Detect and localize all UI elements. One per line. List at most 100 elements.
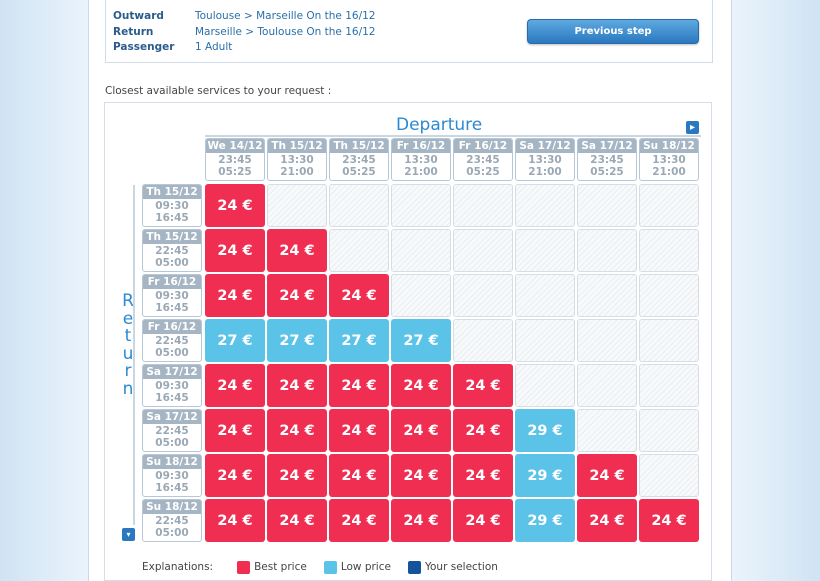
low-price-cell[interactable]: 27 € [205,319,265,362]
unavailable-cell [329,229,389,272]
best-price-cell[interactable]: 24 € [453,499,513,542]
legend-best: Best price [237,560,307,574]
unavailable-cell [391,274,451,317]
legend-low: Low price [323,560,391,574]
unavailable-cell [515,364,575,407]
best-price-cell[interactable]: 24 € [453,409,513,452]
legend: Explanations: Best price Low price Your … [142,560,515,574]
departure-column-header[interactable]: Th 15/12 13:30 21:00 [267,138,327,181]
best-price-cell[interactable]: 24 € [639,499,699,542]
low-price-cell[interactable]: 27 € [267,319,327,362]
legend-selection-label: Your selection [424,561,498,573]
row-date: Sa 17/12 [143,410,201,424]
return-row-header[interactable]: Sa 17/12 22:45 05:00 [142,409,202,452]
best-price-cell[interactable]: 24 € [391,499,451,542]
row-arrive-time: 16:45 [155,302,189,314]
unavailable-cell [391,229,451,272]
low-price-cell[interactable]: 27 € [329,319,389,362]
low-price-cell[interactable]: 29 € [515,409,575,452]
your-selection-swatch [407,560,421,574]
best-price-cell[interactable]: 24 € [577,454,637,497]
column-date: Sa 17/12 [578,139,636,153]
return-row-header[interactable]: Fr 16/12 09:30 16:45 [142,274,202,317]
best-price-cell[interactable]: 24 € [329,499,389,542]
best-price-cell[interactable]: 24 € [205,454,265,497]
return-title-letter: u [122,343,134,364]
return-down-arrow-icon[interactable]: ▾ [122,528,135,541]
column-depart-time: 23:45 [218,154,252,166]
unavailable-cell [577,364,637,407]
unavailable-cell [453,229,513,272]
unavailable-cell [639,409,699,452]
unavailable-cell [515,319,575,362]
best-price-cell[interactable]: 24 € [267,454,327,497]
column-arrive-time: 05:25 [218,166,252,178]
best-price-cell[interactable]: 24 € [391,409,451,452]
best-price-cell[interactable]: 24 € [391,364,451,407]
unavailable-cell [515,229,575,272]
best-price-cell[interactable]: 24 € [329,454,389,497]
column-arrive-time: 05:25 [466,166,500,178]
row-date: Fr 16/12 [143,320,201,334]
best-price-cell[interactable]: 24 € [205,364,265,407]
departure-axis-line [205,135,701,137]
column-arrive-time: 21:00 [280,166,314,178]
return-row-header[interactable]: Th 15/12 22:45 05:00 [142,229,202,272]
best-price-cell[interactable]: 24 € [577,499,637,542]
unavailable-cell [329,184,389,227]
departure-column-header[interactable]: Fr 16/12 13:30 21:00 [391,138,451,181]
return-row-header[interactable]: Fr 16/12 22:45 05:00 [142,319,202,362]
return-row-header[interactable]: Su 18/12 22:45 05:00 [142,499,202,542]
row-arrive-time: 05:00 [155,347,189,359]
legend-low-label: Low price [340,561,391,573]
return-title-letter: n [122,378,134,399]
column-depart-time: 23:45 [590,154,624,166]
unavailable-cell [639,454,699,497]
best-price-cell[interactable]: 24 € [453,454,513,497]
unavailable-cell [639,229,699,272]
unavailable-cell [453,184,513,227]
unavailable-cell [639,364,699,407]
return-title-letter: R [122,291,134,311]
return-row-header[interactable]: Su 18/12 09:30 16:45 [142,454,202,497]
low-price-cell[interactable]: 27 € [391,319,451,362]
best-price-cell[interactable]: 24 € [205,274,265,317]
best-price-cell[interactable]: 24 € [453,364,513,407]
previous-step-button[interactable]: Previous step [527,19,699,44]
unavailable-cell [577,184,637,227]
best-price-cell[interactable]: 24 € [329,364,389,407]
unavailable-cell [391,184,451,227]
best-price-cell[interactable]: 24 € [205,229,265,272]
row-date: Su 18/12 [143,500,201,514]
column-depart-time: 13:30 [652,154,686,166]
return-label: Return [113,26,154,38]
best-price-cell[interactable]: 24 € [267,364,327,407]
best-price-cell[interactable]: 24 € [267,499,327,542]
departure-column-header[interactable]: Fr 16/12 23:45 05:25 [453,138,513,181]
unavailable-cell [639,319,699,362]
departure-next-arrow-icon[interactable]: ▸ [686,121,699,134]
column-depart-time: 23:45 [342,154,376,166]
row-depart-time: 09:30 [155,470,189,482]
best-price-cell[interactable]: 24 € [267,409,327,452]
return-row-header[interactable]: Th 15/12 09:30 16:45 [142,184,202,227]
best-price-cell[interactable]: 24 € [329,409,389,452]
best-price-cell[interactable]: 24 € [267,274,327,317]
row-depart-time: 22:45 [155,425,189,437]
best-price-cell[interactable]: 24 € [205,184,265,227]
return-row-header[interactable]: Sa 17/12 09:30 16:45 [142,364,202,407]
departure-column-header[interactable]: Su 18/12 13:30 21:00 [639,138,699,181]
unavailable-cell [577,409,637,452]
best-price-cell[interactable]: 24 € [267,229,327,272]
best-price-cell[interactable]: 24 € [205,409,265,452]
departure-column-header[interactable]: Th 15/12 23:45 05:25 [329,138,389,181]
departure-column-header[interactable]: Sa 17/12 23:45 05:25 [577,138,637,181]
low-price-cell[interactable]: 29 € [515,454,575,497]
departure-column-header[interactable]: Sa 17/12 13:30 21:00 [515,138,575,181]
best-price-cell[interactable]: 24 € [329,274,389,317]
best-price-cell[interactable]: 24 € [205,499,265,542]
departure-column-header[interactable]: We 14/12 23:45 05:25 [205,138,265,181]
low-price-cell[interactable]: 29 € [515,499,575,542]
best-price-cell[interactable]: 24 € [391,454,451,497]
trip-summary: Outward Toulouse > Marseille On the 16/1… [105,0,713,63]
